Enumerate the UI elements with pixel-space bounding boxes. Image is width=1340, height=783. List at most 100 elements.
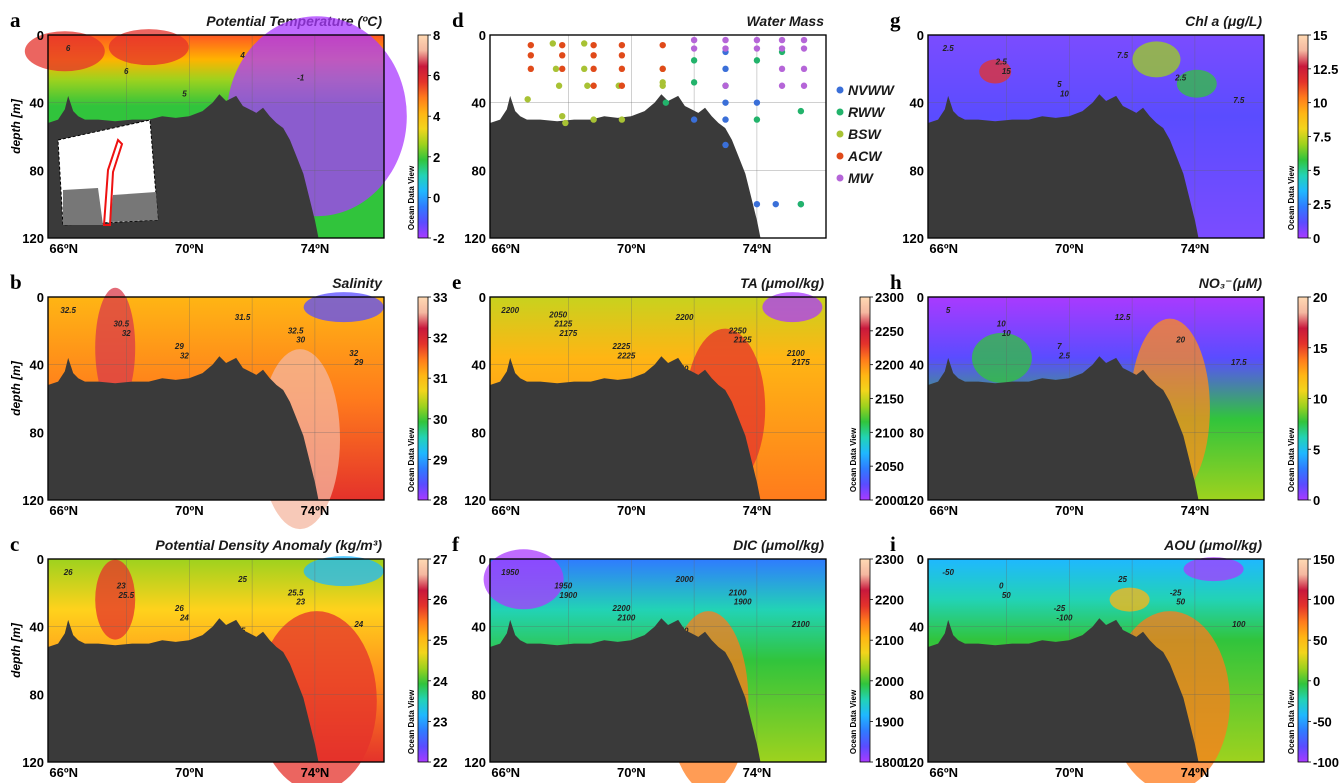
colorbar-tick-label: 4	[433, 109, 441, 124]
y-tick-label: 120	[464, 231, 486, 246]
colorbar-tick-label: 10	[1313, 392, 1327, 407]
x-tick-label: 66ºN	[929, 241, 958, 256]
y-tick-label: 0	[479, 552, 486, 567]
contour-label: 5	[1057, 80, 1062, 89]
panel-letter: b	[10, 270, 22, 294]
y-tick-label: 80	[910, 425, 924, 440]
y-tick-label: 80	[910, 687, 924, 702]
contour-label: -50	[942, 568, 954, 577]
contour-label: 29	[174, 342, 184, 351]
colorbar-tick-label: 5	[1313, 163, 1320, 178]
colorbar-tick-label: 2250	[875, 324, 904, 339]
data-point-acw	[618, 41, 626, 49]
data-point-acw	[659, 65, 666, 73]
x-tick-label: 74ºN	[301, 241, 330, 256]
x-tick-label: 70ºN	[1055, 503, 1084, 518]
colorbar-tick-label: 2200	[875, 358, 904, 373]
colorbar-tick-label: 25	[433, 633, 447, 648]
data-point-mw	[778, 45, 786, 52]
x-tick-label: 70ºN	[617, 503, 646, 518]
y-axis-label: depth [m]	[9, 360, 23, 416]
y-tick-label: 0	[917, 28, 924, 43]
bathymetry	[490, 618, 761, 762]
colorbar-tick-label: 2.5	[1313, 197, 1331, 212]
contour-label: 5	[182, 89, 187, 98]
y-tick-label: 40	[30, 358, 44, 373]
y-tick-label: 40	[30, 96, 44, 111]
data-point-nvww	[753, 200, 761, 208]
colorbar	[859, 296, 871, 501]
contour-label: 2250	[728, 326, 747, 335]
contour-label: 10	[1060, 89, 1069, 98]
data-point-bsw	[590, 116, 597, 123]
data-point-rww	[690, 79, 698, 86]
plot-frame	[47, 558, 385, 763]
data-point-mw	[778, 82, 786, 89]
ocean-data-view-label: Ocean Data View	[407, 427, 416, 492]
contour-label: 0	[999, 582, 1004, 591]
panel-letter: h	[890, 270, 902, 294]
inset-land	[63, 188, 103, 225]
plot-frame	[489, 296, 827, 501]
colorbar-tick-label: 6	[433, 69, 440, 84]
colorbar-tick-label: 2050	[875, 459, 904, 474]
contour-label: 2100	[786, 349, 805, 358]
data-point-nvww	[753, 99, 761, 106]
panel-title: Potential Density Anomaly (kg/m³)	[155, 537, 382, 553]
y-tick-label: 40	[30, 620, 44, 635]
field-feature	[979, 59, 1012, 84]
x-tick-label: 70ºN	[175, 765, 204, 780]
panel-letter: c	[10, 532, 19, 556]
contour-label: 7.5	[1117, 51, 1129, 60]
data-point-bsw	[562, 119, 569, 127]
y-tick-label: 120	[902, 493, 924, 508]
colorbar-tick-label: 33	[433, 290, 447, 305]
colorbar-tick-label: 2000	[875, 674, 904, 689]
contour-label: 25.5	[117, 591, 134, 600]
contour-label: 2.5	[942, 44, 955, 53]
contour-label: 2175	[791, 358, 810, 367]
colorbar-tick-label: 27	[433, 552, 447, 567]
y-tick-label: 40	[910, 620, 924, 635]
legend-marker-rww	[836, 108, 844, 116]
contour-label: 1900	[559, 591, 577, 600]
data-point-rww	[753, 116, 761, 123]
x-tick-label: 70ºN	[175, 241, 204, 256]
data-point-acw	[559, 52, 566, 59]
data-point-acw	[527, 65, 535, 73]
panel-d: d Water Mass NVWW RWW BSW ACW MW 66ºN 70ºN 74ºN 0 4…	[452, 8, 896, 256]
colorbar-tick-label: 23	[433, 714, 447, 729]
colorbar-tick-label: 2100	[875, 633, 904, 648]
colorbar-tick-label: 2300	[875, 290, 904, 305]
y-tick-label: 0	[917, 290, 924, 305]
data-point-nvww	[772, 200, 779, 208]
contour-label: 2200	[500, 306, 519, 315]
contour-label: 25.5	[287, 588, 304, 597]
panel-title: AOU (μmol/kg)	[1163, 537, 1262, 553]
field-feature	[762, 292, 823, 323]
data-point-nvww	[722, 116, 729, 123]
y-tick-label: 40	[910, 358, 924, 373]
colorbar-tick-label: 7.5	[1313, 130, 1331, 145]
bathymetry	[490, 356, 761, 500]
panel-letter: d	[452, 8, 464, 32]
colorbar	[1297, 296, 1309, 501]
y-tick-label: 80	[472, 687, 486, 702]
field-feature	[1183, 557, 1244, 582]
inset-land	[110, 192, 158, 222]
x-tick-label: 74ºN	[743, 241, 772, 256]
colorbar-tick-label: 26	[433, 593, 447, 608]
field-feature	[1109, 587, 1150, 612]
x-tick-label: 66ºN	[491, 503, 520, 518]
data-point-mw	[778, 36, 786, 44]
x-tick-label: 74ºN	[301, 503, 330, 518]
contour-label: 10	[1002, 329, 1011, 338]
x-tick-label: 74ºN	[1181, 503, 1210, 518]
x-tick-label: 70ºN	[175, 503, 204, 518]
x-tick-label: 74ºN	[301, 765, 330, 780]
bathymetry	[490, 94, 761, 238]
data-point-bsw	[549, 40, 557, 47]
plot-frame	[927, 296, 1265, 501]
y-tick-label: 80	[30, 425, 44, 440]
contour-label: 7	[1057, 342, 1062, 351]
